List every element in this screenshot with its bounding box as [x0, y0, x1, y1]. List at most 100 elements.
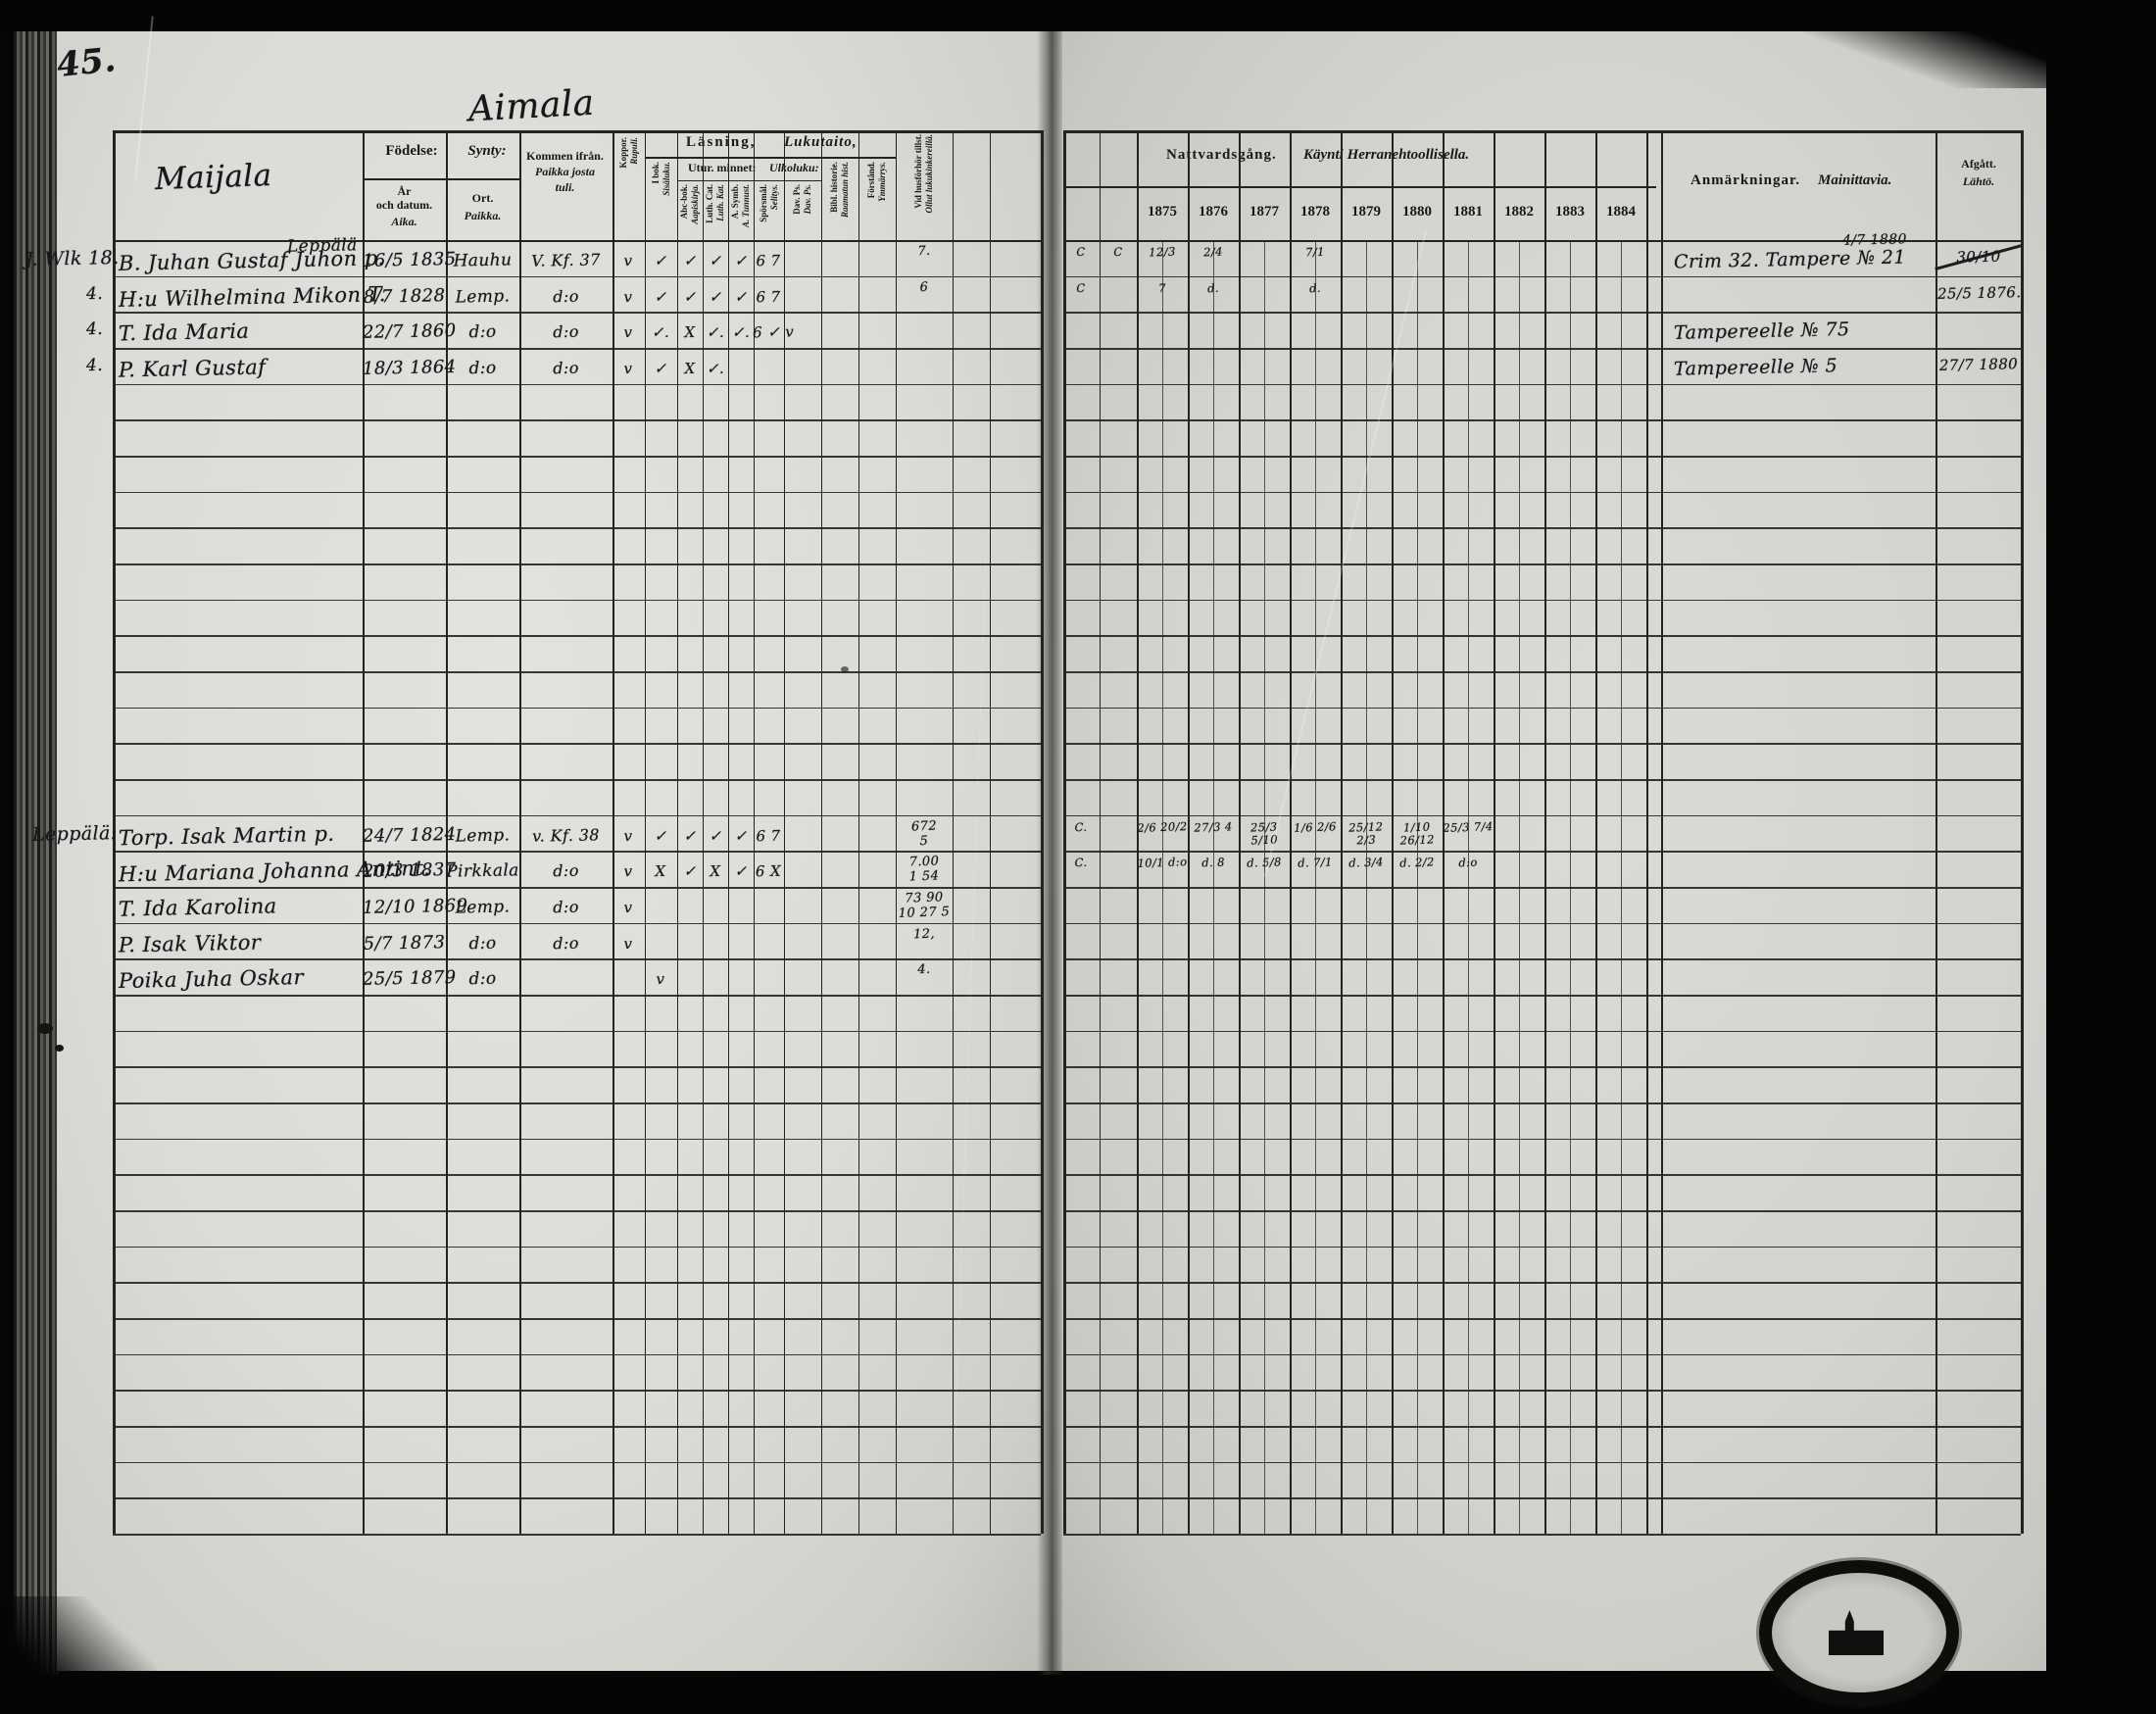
grid-hline: [113, 312, 1041, 314]
grid-hline: [113, 814, 1041, 817]
grid-hline: [113, 1174, 1041, 1176]
record-came-from: d:o: [553, 286, 579, 306]
record-birth-place: d:o: [468, 933, 497, 954]
year-header-1881: 1881: [1453, 204, 1483, 220]
column-label-fi: Selitys.: [768, 184, 779, 211]
grid-vline: [612, 130, 614, 1534]
record-birth-date: 16/5 1835: [362, 248, 457, 271]
record-reading-mark: v: [623, 251, 633, 270]
header-from-fi1: Paikka josta: [534, 165, 595, 178]
grid-hline: [1063, 851, 2021, 853]
grid-vline: [113, 130, 116, 1534]
header-remarks-sv: Anmärkningar.: [1690, 172, 1801, 188]
year-header-1875: 1875: [1148, 204, 1177, 220]
record-departed-date-struck: 30/10: [1937, 247, 2020, 267]
grid-hline: [1063, 186, 1656, 188]
record-communion-mark: 27/3 4: [1194, 818, 1233, 835]
grid-hline: [1063, 563, 2021, 565]
grid-hline: [1063, 491, 2021, 494]
record-came-from: d:o: [553, 861, 579, 881]
grid-hline: [645, 157, 896, 159]
grid-vline: [519, 130, 521, 1534]
grid-hline: [113, 527, 1041, 529]
column-label-1: I bok. Sisäluku.: [645, 162, 677, 238]
record-communion-mark: 2/6 20/2: [1137, 818, 1188, 835]
row-margin-note: J. Wlk 18.: [24, 247, 120, 270]
column-label-2: Abc-bok. Aapiskirja.: [677, 184, 703, 238]
grid-hline: [1063, 995, 2021, 997]
record-examination-number: 6: [919, 279, 929, 295]
grid-hline: [1063, 1318, 2021, 1320]
grid-hline: [1063, 1102, 2021, 1104]
header-birth-sv: Födelse:: [385, 143, 438, 159]
grid-hline: [113, 1390, 1041, 1392]
scan-corner-shadow: [0, 1596, 157, 1714]
record-communion-mark: 12/3: [1149, 244, 1176, 260]
record-reading-mark: ✓: [654, 287, 667, 306]
grid-hline: [113, 348, 1041, 350]
grid-hline: [1063, 779, 2021, 781]
record-name: P. Isak Viktor: [118, 930, 262, 957]
record-birth-date: 22/7 1860: [362, 320, 457, 344]
column-label-fi: Sisäluku.: [661, 162, 671, 196]
grid-hline: [113, 419, 1041, 421]
grid-hline: [113, 1102, 1041, 1104]
grid-vline: [363, 130, 365, 1534]
record-reading-mark: v: [623, 898, 633, 917]
header-reading-fi: Lukutaito,: [784, 134, 858, 151]
header-communion-sv: Nattvardsgång.: [1166, 147, 1277, 163]
grid-hline: [1063, 527, 2021, 529]
grid-vline: [1494, 130, 1495, 1534]
grid-vline: [677, 130, 679, 1534]
year-header-1883: 1883: [1555, 204, 1585, 220]
record-birth-place: Lemp.: [455, 825, 511, 847]
village-title: Aimala: [467, 82, 596, 130]
year-header-1878: 1878: [1300, 204, 1330, 220]
grid-hline: [113, 1030, 1041, 1033]
grid-hline: [1063, 130, 2021, 133]
record-departed-date: 27/7 1880: [1938, 355, 2019, 374]
grid-vline: [1443, 130, 1445, 1534]
column-label-sv: I bok.: [650, 162, 661, 184]
column-label-sv: Dav. Ps.: [792, 184, 802, 215]
grid-hline: [113, 563, 1041, 565]
column-label-fi: Aapiskirja.: [690, 184, 700, 224]
record-communion-mark: 25/12 2/3: [1348, 819, 1384, 847]
record-departed-date: 25/5 1876.: [1936, 282, 2022, 303]
record-communion-mark: C.: [1074, 856, 1088, 870]
record-reading-mark: 6 7: [756, 826, 781, 845]
column-label-fi: Luth. Kat.: [715, 184, 725, 221]
record-communion-mark: C.: [1074, 819, 1088, 834]
grid-vline: [1188, 130, 1190, 1534]
record-reading-mark: v: [623, 826, 633, 845]
column-label-3: Luth. Cat. Luth. Kat.: [703, 184, 728, 238]
header-communion-fi: Käynti Herranehtoollisella.: [1303, 147, 1470, 163]
grid-hline: [1063, 348, 2021, 350]
row-margin-note: 4.: [85, 283, 104, 304]
record-communion-mark: d. 7/1: [1297, 855, 1334, 870]
grid-hline: [677, 180, 821, 182]
grid-hline: [1063, 1066, 2021, 1068]
grid-vline: [1595, 130, 1597, 1534]
column-label-fi: A. Tunnust.: [741, 184, 751, 227]
year-header-1876: 1876: [1199, 204, 1228, 220]
record-birth-place: Hauhu: [453, 250, 513, 271]
grid-hline: [1063, 1210, 2021, 1212]
grid-hline: [113, 1353, 1041, 1356]
grid-hline: [113, 1461, 1041, 1464]
year-header-1880: 1880: [1402, 204, 1432, 220]
record-communion-mark: 2/4: [1202, 244, 1224, 260]
header-place-sv: Ort.: [471, 191, 494, 205]
record-examination-number: 5: [919, 833, 929, 849]
record-communion-mark: 10/1 d:o: [1137, 855, 1188, 871]
grid-vline: [1661, 130, 1663, 1534]
scan-border-top: [0, 0, 2156, 31]
record-birth-place: Pirkkala: [446, 860, 519, 883]
record-reading-mark: ✓: [654, 359, 667, 378]
grid-hline: [1063, 275, 2021, 278]
grid-vline: [953, 130, 955, 1534]
record-birth-date: 18/3 1864: [362, 356, 457, 379]
grid-hline: [1063, 1353, 2021, 1356]
grid-vline: [754, 130, 756, 1534]
